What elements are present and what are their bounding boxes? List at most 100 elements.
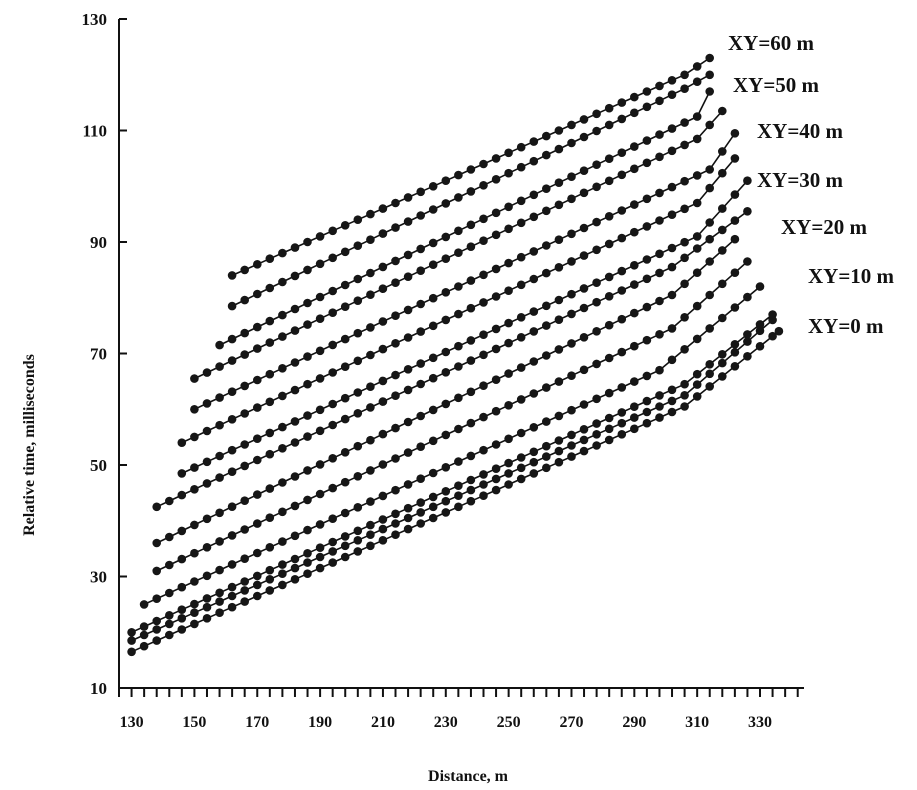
data-point	[730, 190, 740, 199]
data-point	[315, 552, 325, 562]
data-point	[391, 485, 400, 495]
data-point	[340, 552, 350, 562]
data-point	[516, 280, 526, 290]
data-point	[278, 444, 287, 453]
data-point	[340, 393, 350, 403]
data-point	[466, 220, 476, 230]
data-point	[516, 252, 526, 262]
data-point	[491, 154, 501, 163]
data-point	[454, 170, 463, 180]
data-point	[705, 218, 714, 227]
data-point	[265, 449, 275, 459]
data-point	[718, 279, 727, 289]
data-point	[630, 108, 639, 118]
data-point	[630, 280, 639, 289]
data-point	[252, 289, 262, 299]
data-point	[491, 464, 501, 474]
data-point	[240, 328, 249, 338]
data-point	[454, 226, 463, 236]
data-point	[655, 81, 664, 91]
data-point	[391, 454, 400, 463]
data-point	[567, 194, 576, 204]
data-point	[441, 399, 451, 409]
data-point	[428, 502, 438, 512]
data-point	[630, 261, 639, 270]
data-point	[630, 227, 639, 237]
data-point	[479, 270, 488, 280]
data-point	[240, 525, 249, 534]
data-point	[466, 165, 476, 174]
data-point	[604, 435, 614, 445]
data-point	[630, 341, 639, 351]
data-point	[378, 229, 388, 238]
data-point	[567, 120, 576, 130]
data-point	[579, 132, 589, 142]
data-point	[491, 324, 501, 334]
data-point	[579, 425, 589, 434]
data-point	[252, 548, 262, 558]
data-point	[592, 109, 601, 119]
data-point	[177, 554, 187, 564]
data-point	[655, 130, 664, 139]
data-point	[504, 318, 513, 328]
data-point	[353, 215, 363, 224]
data-point	[504, 469, 513, 478]
y-tick-label: 70	[90, 345, 107, 364]
data-point	[604, 353, 614, 363]
data-point	[479, 412, 488, 422]
data-point	[692, 244, 702, 253]
data-point	[265, 428, 275, 438]
data-point	[303, 320, 312, 329]
data-point	[630, 200, 639, 209]
data-point	[328, 399, 338, 409]
data-point	[441, 315, 451, 325]
data-point	[542, 184, 551, 193]
data-point	[692, 380, 702, 389]
data-point	[592, 359, 601, 369]
data-point	[202, 368, 212, 377]
data-point	[240, 461, 249, 471]
data-point	[190, 432, 199, 442]
data-point	[491, 292, 501, 301]
data-point	[479, 491, 488, 501]
data-point	[428, 205, 438, 214]
data-point	[353, 536, 363, 545]
data-point	[391, 198, 400, 208]
data-point	[630, 424, 639, 434]
data-point	[718, 168, 727, 178]
data-point	[366, 403, 375, 412]
data-point	[190, 463, 199, 472]
data-point	[366, 290, 375, 300]
data-point	[353, 388, 363, 397]
data-point	[667, 243, 677, 253]
data-point	[680, 379, 689, 389]
data-point	[655, 249, 664, 259]
data-point	[554, 200, 564, 210]
data-point	[240, 265, 249, 275]
data-point	[252, 322, 262, 332]
data-point	[504, 369, 513, 378]
data-point	[630, 92, 639, 102]
data-point	[378, 429, 388, 439]
data-point	[542, 351, 551, 360]
data-point	[278, 248, 287, 258]
data-point	[353, 296, 363, 306]
data-point	[718, 225, 727, 235]
data-point	[428, 492, 438, 502]
data-point	[504, 480, 513, 489]
data-point	[642, 274, 652, 284]
data-point	[504, 258, 513, 268]
data-point	[680, 140, 689, 150]
data-point	[567, 172, 576, 181]
data-point	[592, 217, 601, 227]
data-point	[592, 160, 601, 169]
data-point	[416, 508, 426, 517]
data-point	[416, 327, 426, 336]
data-point	[202, 457, 212, 467]
data-point	[718, 350, 727, 359]
data-point	[680, 345, 689, 354]
data-point	[667, 396, 677, 406]
data-point	[529, 389, 539, 398]
data-point	[353, 241, 363, 250]
